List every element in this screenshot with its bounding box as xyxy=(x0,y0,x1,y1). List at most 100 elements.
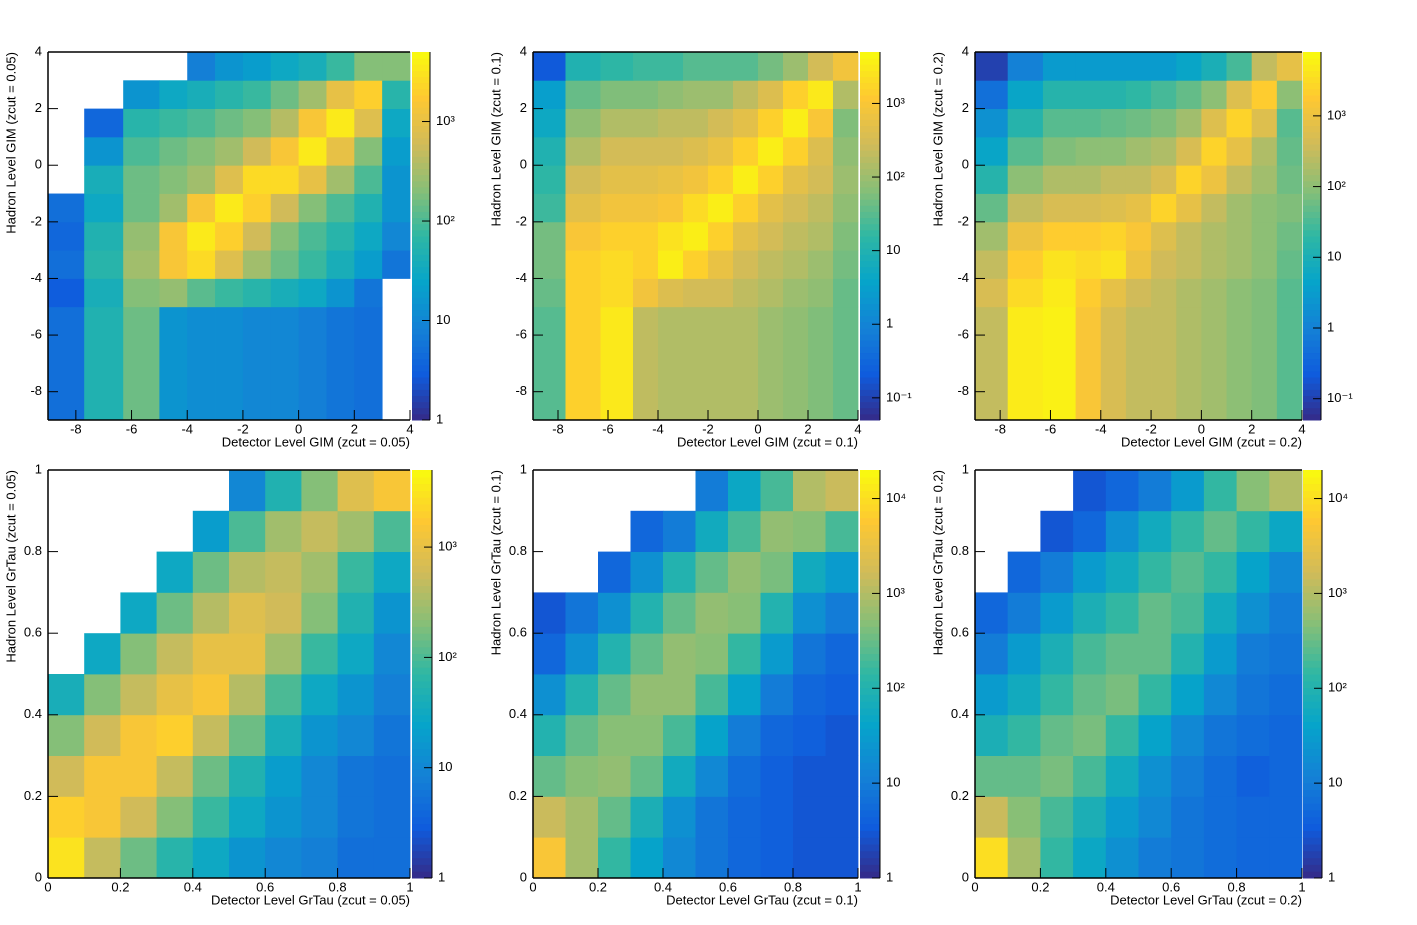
heatmap-cell xyxy=(270,306,300,421)
colorbar-band xyxy=(1303,88,1321,96)
colorbar-band xyxy=(412,407,430,415)
heatmap-cell xyxy=(600,193,634,223)
colorbar-band xyxy=(860,260,880,268)
heatmap-cell xyxy=(565,796,599,838)
colorbar-band xyxy=(860,612,880,621)
colorbar-tick-label: 1 xyxy=(1327,319,1334,334)
heatmap-cell xyxy=(728,714,761,756)
heatmap-cell xyxy=(1125,306,1152,421)
y-tick-label: 0.4 xyxy=(951,706,969,721)
heatmap-cell xyxy=(382,250,411,279)
heatmap-cell xyxy=(1138,551,1172,593)
colorbar-tick-label: 10 xyxy=(1328,775,1342,790)
heatmap-cell xyxy=(298,108,327,138)
colorbar-band xyxy=(1303,180,1321,188)
heatmap-cell xyxy=(1151,80,1177,110)
y-tick-label: 1 xyxy=(962,461,969,476)
colorbar-band xyxy=(412,483,432,491)
heatmap-cell xyxy=(1040,592,1074,634)
colorbar-tick-label: 10² xyxy=(1328,680,1347,695)
heatmap-cell xyxy=(783,278,809,308)
colorbar-band xyxy=(860,742,880,750)
colorbar-band xyxy=(412,633,432,641)
heatmap-cell xyxy=(1226,221,1253,251)
heatmap-cell xyxy=(1138,470,1172,512)
heatmap-cell xyxy=(1176,80,1202,110)
heatmap-cell xyxy=(758,221,784,251)
heatmap-cell xyxy=(1040,755,1074,797)
colorbar-band xyxy=(1303,217,1321,225)
colorbar-band xyxy=(1303,755,1322,763)
heatmap-cell xyxy=(301,551,338,593)
heatmap-cell xyxy=(1236,592,1270,634)
heatmap-cell xyxy=(1226,193,1253,223)
colorbar-band xyxy=(860,107,880,114)
colorbar-band xyxy=(1303,762,1322,770)
colorbar-band xyxy=(412,803,432,811)
x-tick-label: 0.8 xyxy=(784,879,802,894)
heatmap-cell xyxy=(84,136,124,166)
x-tick-label: 1 xyxy=(1298,879,1305,894)
heatmap-cell xyxy=(1151,221,1177,251)
colorbar-band xyxy=(412,728,432,736)
heatmap-cell xyxy=(120,633,157,675)
colorbar-band xyxy=(860,871,880,879)
heatmap-cell xyxy=(215,165,244,194)
heatmap-cell xyxy=(565,714,599,756)
heatmap-cell xyxy=(326,108,355,138)
heatmap-cell xyxy=(123,250,160,279)
heatmap-cell xyxy=(1007,306,1044,421)
heatmap-cell xyxy=(825,510,859,552)
heatmap-cell xyxy=(633,221,659,251)
heatmap-cell xyxy=(758,136,784,166)
colorbar-band xyxy=(860,76,880,84)
heatmap-cell xyxy=(1007,80,1044,110)
heatmap-cell xyxy=(382,136,411,166)
heatmap-cell xyxy=(833,278,859,308)
heatmap-cell xyxy=(630,796,664,838)
heatmap-cell xyxy=(187,306,216,421)
x-axis-label: Detector Level GIM (zcut = 0.1) xyxy=(677,434,858,449)
colorbar-band xyxy=(860,680,880,689)
colorbar-band xyxy=(860,254,880,262)
colorbar-band xyxy=(860,236,880,243)
colorbar-tick-label: 10² xyxy=(438,649,457,664)
heatmap-cell xyxy=(793,592,826,634)
heatmap-cell xyxy=(373,510,411,552)
colorbar-band xyxy=(1303,810,1322,818)
heatmap-cell xyxy=(695,714,729,756)
colorbar-band xyxy=(1303,291,1321,298)
heatmap-cell xyxy=(215,52,244,81)
colorbar-band xyxy=(1303,626,1322,634)
y-tick-label: 0 xyxy=(35,157,42,172)
colorbar-band xyxy=(412,599,432,607)
heatmap-cell xyxy=(48,193,85,223)
colorbar-band xyxy=(860,667,880,675)
heatmap-cell xyxy=(1226,108,1253,138)
y-tick-label: 0.6 xyxy=(951,625,969,640)
colorbar-band xyxy=(1303,850,1322,859)
colorbar-band xyxy=(860,619,880,627)
colorbar-band xyxy=(412,340,430,347)
colorbar-band xyxy=(412,626,432,634)
colorbar-band xyxy=(1303,144,1321,151)
colorbar-band xyxy=(1303,223,1321,231)
colorbar-tick-label: 10³ xyxy=(886,585,905,600)
heatmap-cell xyxy=(1073,837,1107,879)
colorbar-band xyxy=(860,735,880,743)
heatmap-cell xyxy=(630,714,664,756)
colorbar-band xyxy=(1303,229,1321,237)
heatmap-cell xyxy=(1251,250,1278,279)
heatmap-cell xyxy=(1201,165,1227,194)
colorbar-band xyxy=(1303,193,1321,200)
heatmap-cell xyxy=(123,306,160,421)
colorbar-tick-label: 10² xyxy=(886,680,905,695)
colorbar-band xyxy=(1303,674,1322,682)
colorbar-band xyxy=(1303,694,1322,702)
colorbar-band xyxy=(1303,272,1321,280)
heatmap-cell xyxy=(658,193,684,223)
heatmap-cell xyxy=(1040,714,1074,756)
colorbar-band xyxy=(412,248,430,255)
heatmap-cell xyxy=(215,80,244,110)
heatmap-cell xyxy=(975,80,1009,110)
